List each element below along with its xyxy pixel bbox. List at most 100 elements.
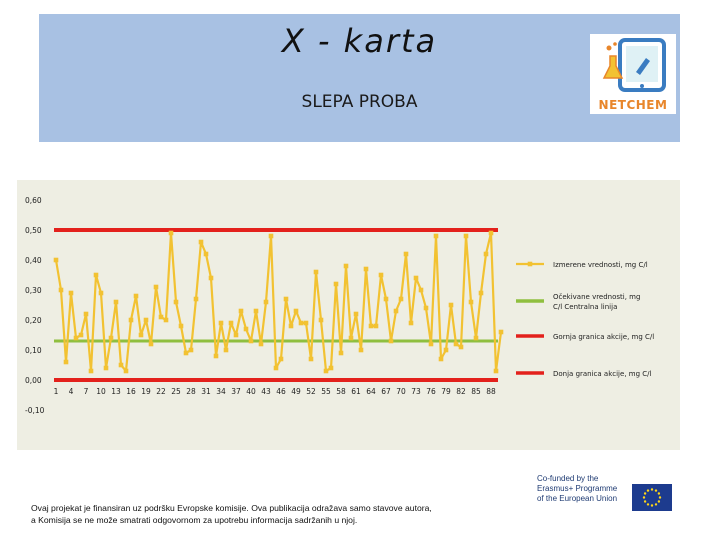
x-tick-label: 79: [441, 387, 451, 396]
netchem-logo: NETCHEM: [590, 34, 676, 114]
data-point: [63, 359, 69, 365]
data-point: [148, 341, 154, 347]
data-point: [218, 320, 224, 326]
data-point: [263, 299, 269, 305]
data-point: [498, 329, 504, 335]
data-point: [278, 356, 284, 362]
x-tick-label: 55: [321, 387, 331, 396]
disclaimer-line-1: Ovaj projekat je finansiran uz podršku E…: [31, 503, 432, 513]
data-point: [288, 323, 294, 329]
data-point: [213, 353, 219, 359]
data-point: [388, 338, 394, 344]
data-point: [203, 251, 209, 257]
data-point: [363, 266, 369, 272]
data-point: [488, 230, 494, 236]
x-tick-label: 61: [351, 387, 361, 396]
page-title: X - karta: [281, 22, 438, 60]
x-tick-label: 19: [141, 387, 151, 396]
data-point: [283, 296, 289, 302]
legend-lower-label: Donja granica akcije, mg C/l: [553, 370, 651, 378]
data-point: [303, 320, 309, 326]
data-point: [243, 326, 249, 332]
data-point: [133, 293, 139, 299]
x-tick-label: 7: [84, 387, 89, 396]
data-point: [143, 317, 149, 323]
x-tick-label: 10: [96, 387, 106, 396]
data-point: [473, 335, 479, 341]
x-tick-label: 64: [366, 387, 376, 396]
data-point: [458, 344, 464, 350]
data-point: [348, 335, 354, 341]
legend: Izmerene vrednosti, mg C/l Očekivane vred…: [516, 261, 654, 378]
measured-line: [54, 231, 503, 373]
data-point: [323, 368, 329, 374]
data-point: [373, 323, 379, 329]
data-point: [193, 296, 199, 302]
x-tick-label: 76: [426, 387, 436, 396]
title-banner: X - karta SLEPA PROBA: [39, 14, 680, 142]
data-point: [308, 356, 314, 362]
data-point: [83, 311, 89, 317]
x-tick-label: 16: [126, 387, 136, 396]
y-tick-label: 0,10: [25, 346, 42, 355]
legend-measured-label: Izmerene vrednosti, mg C/l: [553, 261, 648, 269]
data-point: [248, 338, 254, 344]
data-point: [343, 263, 349, 269]
data-point: [103, 365, 109, 371]
eu-stars-icon: [642, 488, 662, 507]
x-tick-label: 43: [261, 387, 271, 396]
data-point: [253, 308, 259, 314]
legend-measured-marker: [527, 261, 533, 267]
data-point: [188, 347, 194, 353]
data-point: [183, 350, 189, 356]
data-point: [493, 368, 499, 374]
data-point: [368, 323, 374, 329]
data-point: [98, 290, 104, 296]
data-point: [418, 287, 424, 293]
netchem-tablet-icon: [602, 38, 666, 92]
data-point: [158, 314, 164, 320]
data-point: [128, 317, 134, 323]
x-tick-label: 13: [111, 387, 121, 396]
y-tick-label: 0,40: [25, 256, 42, 265]
y-tick-label: 0,50: [25, 226, 42, 235]
data-point: [423, 305, 429, 311]
data-point: [78, 332, 84, 338]
data-point: [403, 251, 409, 257]
eu-line-1: Co-funded by the: [537, 474, 599, 483]
legend-central-label: Očekivane vrednosti, mg: [553, 293, 640, 301]
data-point: [358, 347, 364, 353]
data-point: [238, 308, 244, 314]
data-point: [383, 296, 389, 302]
y-tick-label: 0,20: [25, 316, 42, 325]
eu-flag-icon: [632, 484, 672, 511]
x-tick-label: 25: [171, 387, 181, 396]
data-point: [313, 269, 319, 275]
data-point: [483, 251, 489, 257]
data-point: [268, 233, 274, 239]
data-point: [233, 332, 239, 338]
data-point: [108, 335, 114, 341]
legend-upper-label: Gornja granica akcije, mg C/l: [553, 333, 654, 341]
data-point: [398, 296, 404, 302]
data-point: [453, 341, 459, 347]
x-tick-label: 22: [156, 387, 166, 396]
funding-disclaimer: Ovaj projekat je finansiran uz podršku E…: [31, 503, 501, 526]
data-point: [68, 290, 74, 296]
data-point: [468, 299, 474, 305]
data-point: [208, 275, 214, 281]
x-tick-label: 85: [471, 387, 481, 396]
data-point: [88, 368, 94, 374]
x-tick-label: 31: [201, 387, 211, 396]
data-point: [438, 356, 444, 362]
page-subtitle: SLEPA PROBA: [301, 92, 418, 112]
x-tick-label: 58: [336, 387, 346, 396]
data-point: [338, 350, 344, 356]
eu-line-3: of the European Union: [537, 494, 618, 503]
y-axis: 0,60 0,50 0,40 0,30 0,20 0,10 0,00 -0,10: [25, 196, 45, 415]
data-point: [353, 311, 359, 317]
erasmus-label: Co-funded by the Erasmus+ Programme of t…: [537, 474, 629, 504]
data-point: [298, 320, 304, 326]
x-tick-label: 46: [276, 387, 286, 396]
x-tick-label: 70: [396, 387, 406, 396]
